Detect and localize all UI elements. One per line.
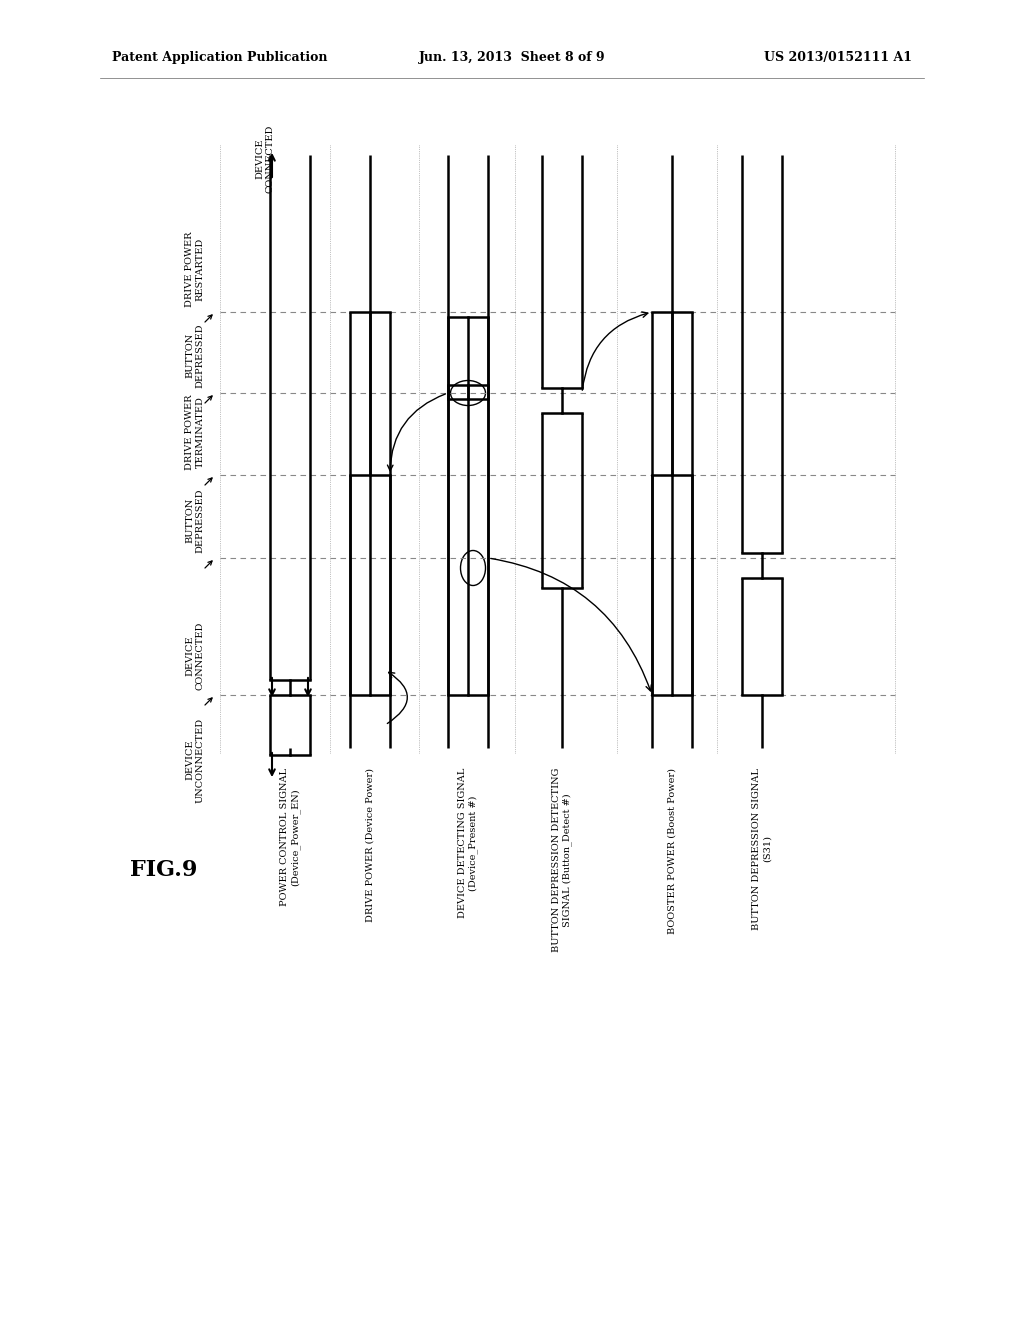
Text: DRIVE POWER
TERMINATED: DRIVE POWER TERMINATED: [185, 395, 205, 470]
Text: DEVICE
CONNECTED: DEVICE CONNECTED: [185, 622, 205, 690]
Text: FIG.9: FIG.9: [130, 859, 198, 880]
Text: POWER CONTROL SIGNAL
(Device_Power_EN): POWER CONTROL SIGNAL (Device_Power_EN): [280, 768, 300, 906]
Text: DEVICE
UNCONNECTED: DEVICE UNCONNECTED: [185, 718, 205, 803]
Text: BUTTON
DEPRESSED: BUTTON DEPRESSED: [185, 488, 205, 553]
Text: DEVICE
CONNECTED: DEVICE CONNECTED: [255, 125, 274, 193]
Text: BUTTON DEPRESSION SIGNAL
(S31): BUTTON DEPRESSION SIGNAL (S31): [753, 768, 772, 931]
Text: DEVICE DETECTING SIGNAL
(Device_Present #): DEVICE DETECTING SIGNAL (Device_Present …: [458, 768, 478, 919]
Text: BUTTON DEPRESSION DETECTING
SIGNAL (Button_Detect #): BUTTON DEPRESSION DETECTING SIGNAL (Butt…: [552, 768, 572, 952]
Text: DRIVE POWER
RESTARTED: DRIVE POWER RESTARTED: [185, 231, 205, 308]
Text: BOOSTER POWER (Boost Power): BOOSTER POWER (Boost Power): [668, 768, 677, 935]
Text: DRIVE POWER (Device Power): DRIVE POWER (Device Power): [366, 768, 375, 921]
Text: Jun. 13, 2013  Sheet 8 of 9: Jun. 13, 2013 Sheet 8 of 9: [419, 51, 605, 65]
Text: BUTTON
DEPRESSED: BUTTON DEPRESSED: [185, 323, 205, 388]
Text: US 2013/0152111 A1: US 2013/0152111 A1: [764, 51, 912, 65]
Text: Patent Application Publication: Patent Application Publication: [112, 51, 328, 65]
